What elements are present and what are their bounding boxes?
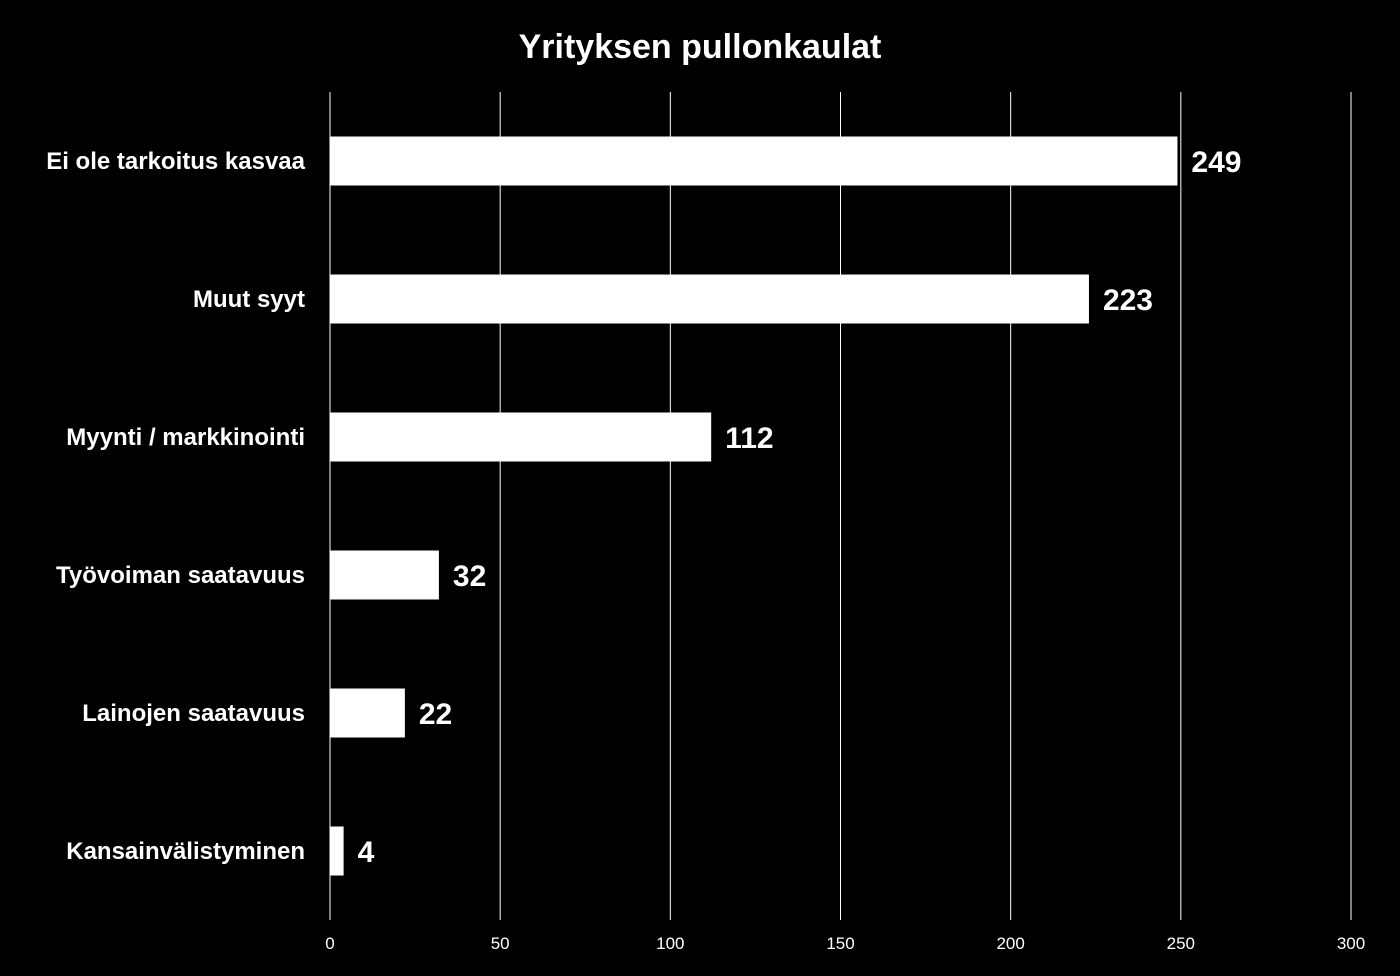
bar — [330, 274, 1089, 324]
bar — [330, 826, 344, 876]
data-label: 223 — [1103, 284, 1153, 317]
x-axis-ticks: 0 50 100 150 200 250 300 — [325, 934, 1365, 953]
x-tick-label: 0 — [325, 934, 334, 953]
data-label: 32 — [453, 560, 486, 593]
bar — [330, 688, 405, 738]
bars — [330, 136, 1178, 876]
category-label: Lainojen saatavuus — [82, 700, 305, 727]
data-label: 112 — [725, 422, 773, 455]
x-tick-label: 150 — [826, 934, 854, 953]
data-labels: 249 223 112 32 22 4 — [358, 146, 1242, 869]
x-tick-label: 300 — [1337, 934, 1365, 953]
category-label: Ei ole tarkoitus kasvaa — [46, 148, 305, 175]
x-tick-label: 250 — [1167, 934, 1195, 953]
bar — [330, 550, 439, 600]
category-label: Myynti / markkinointi — [66, 424, 305, 451]
x-tick-label: 200 — [996, 934, 1024, 953]
category-label: Työvoiman saatavuus — [56, 562, 305, 589]
data-label: 249 — [1191, 146, 1241, 179]
category-label: Kansainvälistyminen — [66, 838, 305, 865]
bar — [330, 136, 1178, 186]
category-labels: Ei ole tarkoitus kasvaa Muut syyt Myynti /… — [46, 148, 305, 865]
category-label: Muut syyt — [193, 286, 305, 313]
gridlines — [329, 92, 1352, 920]
x-tick-label: 50 — [491, 934, 510, 953]
bar — [330, 412, 712, 462]
data-label: 4 — [358, 836, 375, 869]
chart-title: Yrityksen pullonkaulat — [519, 28, 882, 66]
data-label: 22 — [419, 698, 452, 731]
x-tick-label: 100 — [656, 934, 684, 953]
